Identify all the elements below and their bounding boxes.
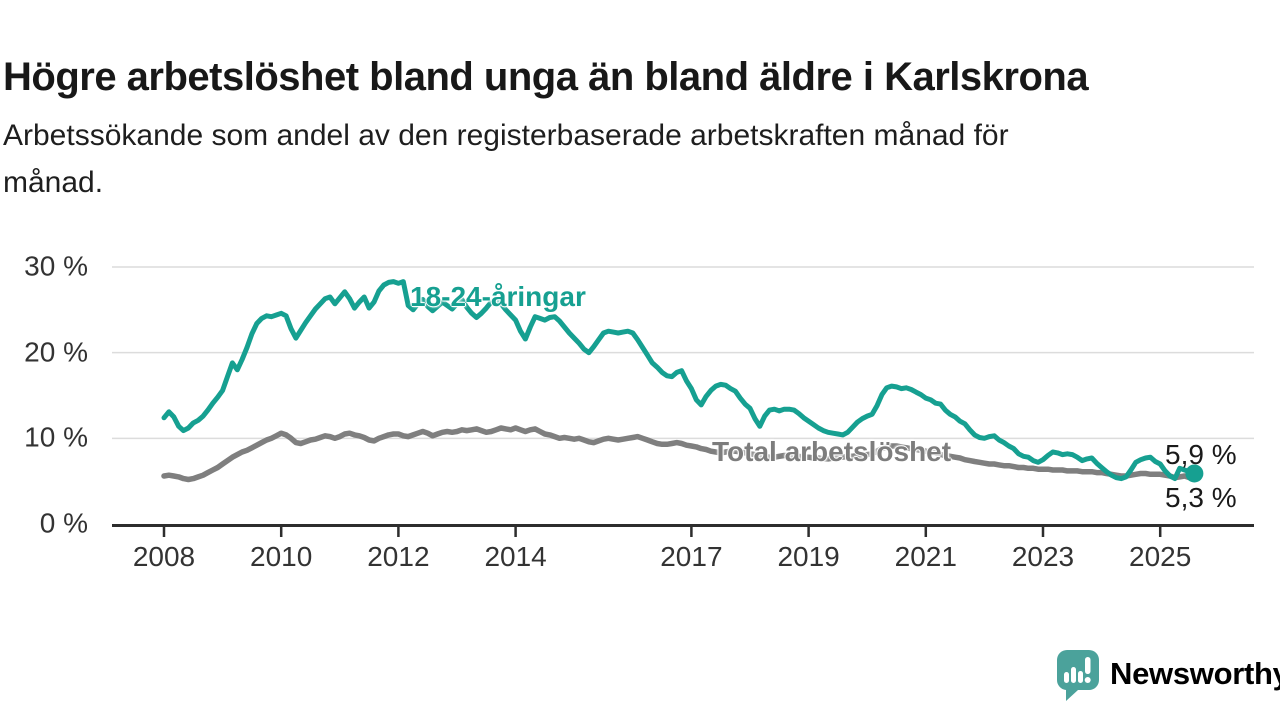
series-end-dot bbox=[1185, 464, 1204, 483]
logo-wordmark: Newsworthy bbox=[1110, 656, 1280, 691]
page-title: Högre arbetslöshet bland unga än bland ä… bbox=[3, 54, 1089, 99]
x-axis-label: 2008 bbox=[132, 541, 196, 572]
x-axis-label: 2014 bbox=[484, 541, 547, 572]
x-axis-label: 2010 bbox=[250, 541, 313, 572]
page-subtitle: Arbetssökande som andel av den registerb… bbox=[3, 112, 1233, 206]
x-axis-label: 2023 bbox=[1011, 541, 1075, 572]
x-axis-label: 2017 bbox=[660, 541, 723, 572]
series-line-total bbox=[161, 425, 1198, 483]
subtitle-line-1: Arbetssökande som andel av den registerb… bbox=[3, 119, 1009, 152]
x-axis-label: 2012 bbox=[367, 541, 430, 572]
x-axis-label: 2019 bbox=[777, 541, 840, 572]
end-value-label-youth: 5,9 % bbox=[1165, 439, 1237, 470]
series-label-youth: 18-24-åringar bbox=[410, 281, 586, 312]
logo-bubble-icon bbox=[1056, 650, 1099, 701]
y-axis-label: 20 % bbox=[24, 336, 88, 368]
y-axis-label: 10 % bbox=[24, 421, 88, 453]
subtitle-line-2: månad. bbox=[3, 166, 104, 199]
series-line-youth bbox=[161, 279, 1197, 482]
x-axis-label: 2021 bbox=[894, 541, 957, 572]
y-axis-label: 30 % bbox=[24, 250, 88, 282]
newsworthy-logo[interactable]: Newsworthy bbox=[1056, 649, 1280, 702]
x-axis-label: 2025 bbox=[1129, 541, 1192, 572]
series-label-total: Total arbetslöshet bbox=[712, 436, 952, 467]
y-axis-label: 0 % bbox=[39, 507, 88, 539]
end-value-label-total: 5,3 % bbox=[1165, 482, 1237, 513]
